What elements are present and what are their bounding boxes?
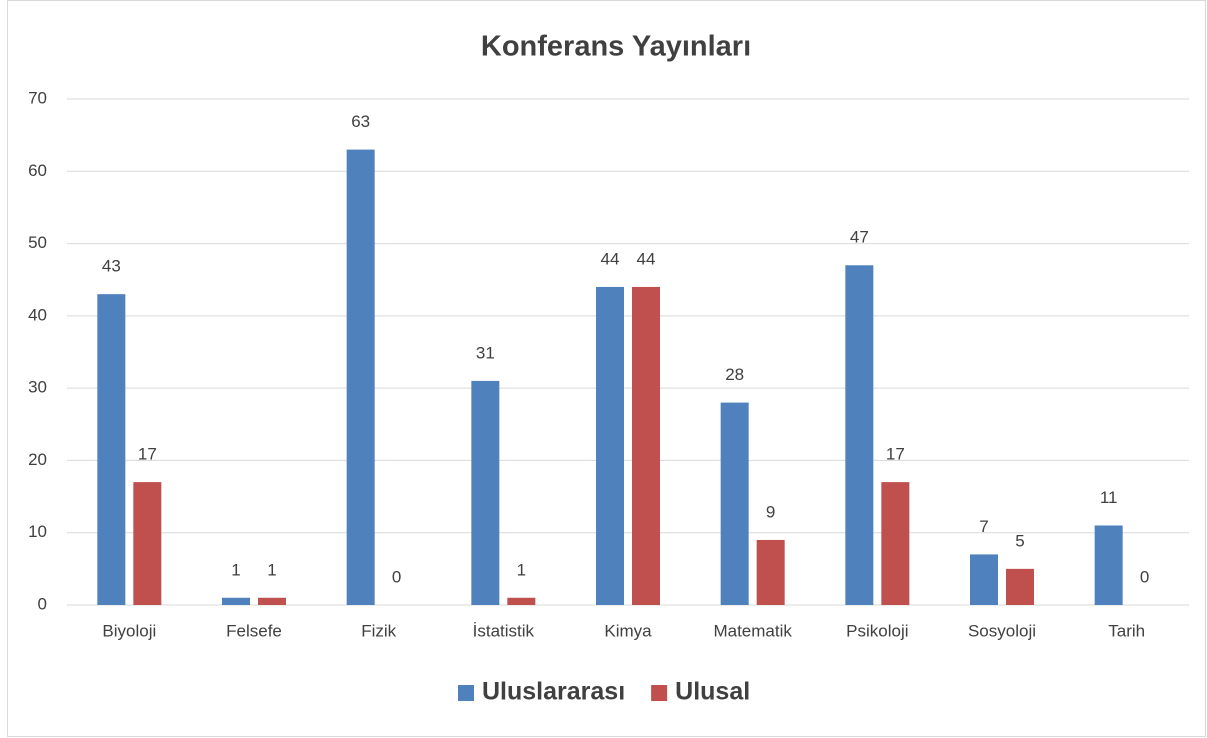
bar (97, 294, 126, 605)
value-label: 17 (886, 445, 905, 464)
value-label: 1 (231, 560, 240, 579)
chart-title: Konferans Yayınları (481, 31, 751, 63)
value-label: 0 (1140, 567, 1149, 586)
x-tick-label: Kimya (604, 621, 652, 640)
value-label: 17 (138, 445, 157, 464)
value-label: 44 (637, 249, 656, 268)
x-tick-label: İstatistik (473, 621, 535, 640)
bar (881, 482, 910, 605)
value-label: 31 (476, 343, 495, 362)
bar (720, 402, 749, 605)
bar (1094, 525, 1123, 605)
value-label: 9 (766, 502, 775, 521)
x-tick-label: Psikoloji (846, 621, 908, 640)
value-label: 1 (267, 560, 276, 579)
value-label: 7 (979, 517, 988, 536)
value-label: 11 (1100, 488, 1118, 507)
bar (258, 597, 286, 605)
value-label: 0 (392, 567, 401, 586)
x-tick-label: Fizik (361, 621, 396, 640)
bar (596, 286, 624, 605)
x-tick-label: Matematik (713, 621, 792, 640)
bar (507, 597, 536, 605)
bar (1006, 568, 1034, 605)
bar (133, 482, 162, 605)
value-label: 63 (351, 112, 370, 131)
bar (970, 554, 998, 605)
y-tick-label: 0 (38, 594, 47, 613)
value-label: 28 (725, 365, 744, 384)
legend-swatch (651, 685, 668, 701)
bar (756, 539, 785, 605)
y-tick-label: 10 (28, 522, 47, 541)
value-label: 43 (102, 257, 121, 276)
y-tick-label: 40 (28, 305, 47, 324)
y-tick-label: 70 (28, 88, 47, 107)
bar (222, 597, 250, 605)
bar (632, 286, 660, 605)
x-tick-label: Felsefe (226, 621, 282, 640)
legend-label: Ulusal (675, 678, 750, 706)
bar (346, 149, 375, 605)
y-tick-label: 20 (28, 450, 47, 469)
value-label: 5 (1015, 531, 1024, 550)
legend-label: Uluslararası (482, 678, 625, 706)
legend-swatch (458, 685, 474, 701)
value-label: 1 (517, 560, 526, 579)
x-tick-label: Tarih (1108, 621, 1145, 640)
y-tick-label: 60 (28, 161, 47, 180)
value-label: 44 (601, 249, 620, 268)
x-tick-label: Biyoloji (102, 621, 156, 640)
value-label: 47 (850, 228, 869, 247)
bar (845, 265, 874, 605)
y-tick-label: 30 (28, 378, 47, 397)
y-tick-label: 50 (28, 233, 47, 252)
x-tick-label: Sosyoloji (968, 621, 1036, 640)
bar (471, 380, 500, 605)
